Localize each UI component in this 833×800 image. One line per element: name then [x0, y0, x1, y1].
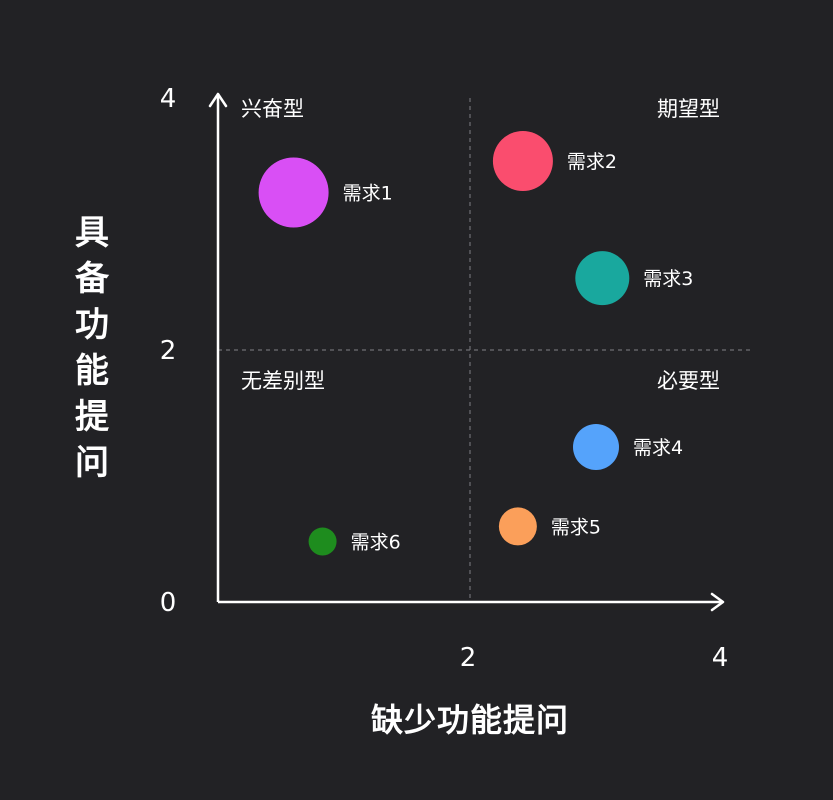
- data-point-label-1: 需求1: [343, 183, 393, 205]
- quadrant-label-top-right: 期望型: [657, 97, 720, 121]
- data-point-1: [258, 157, 329, 228]
- data-point-6: [308, 527, 337, 556]
- x-axis-label: 缺少功能提问: [370, 701, 569, 739]
- y-tick-label: 0: [160, 588, 177, 618]
- data-point-label-6: 需求6: [351, 532, 401, 554]
- y-axis-arrow-icon: [208, 92, 228, 108]
- data-point-label-2: 需求2: [567, 151, 617, 173]
- quadrant-label-top-left: 兴奋型: [241, 97, 304, 121]
- quadrant-label-bottom-right: 必要型: [657, 369, 720, 393]
- data-point-2: [492, 131, 553, 191]
- quadrant-label-bottom-left: 无差别型: [241, 369, 325, 393]
- data-point-label-3: 需求3: [643, 268, 693, 290]
- y-axis-label: 具备功能提问: [75, 213, 109, 483]
- data-point-label-5: 需求5: [551, 516, 601, 538]
- data-point-label-4: 需求4: [633, 437, 683, 459]
- x-tick-label: 4: [712, 643, 729, 673]
- data-point-3: [575, 251, 630, 306]
- data-point-4: [573, 424, 619, 471]
- data-point-5: [498, 507, 537, 546]
- y-tick-label: 4: [160, 84, 177, 114]
- y-tick-label: 2: [160, 336, 177, 366]
- x-tick-label: 2: [460, 643, 477, 673]
- x-axis-arrow-icon: [710, 592, 725, 612]
